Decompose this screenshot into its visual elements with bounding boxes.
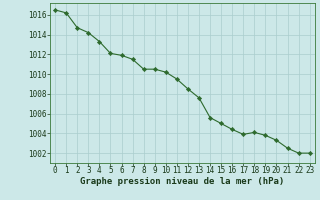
X-axis label: Graphe pression niveau de la mer (hPa): Graphe pression niveau de la mer (hPa)	[80, 177, 284, 186]
